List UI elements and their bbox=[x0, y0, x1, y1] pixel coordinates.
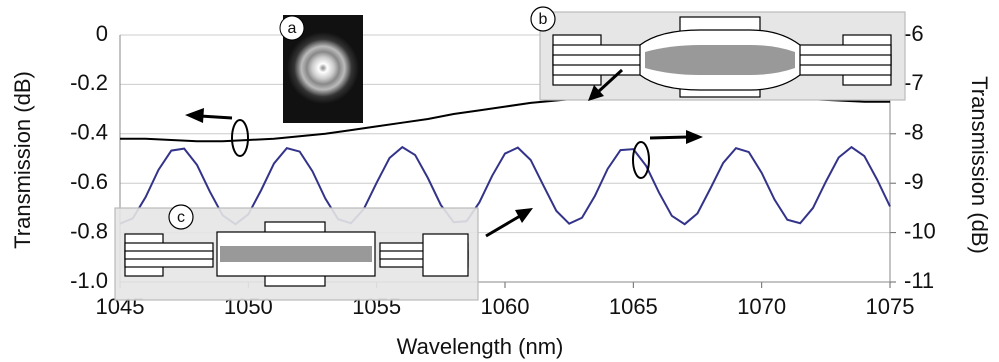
y-tick-label: 0 bbox=[96, 21, 108, 46]
y-tick-label: -1.0 bbox=[70, 268, 108, 293]
chart: 0-0.2-0.4-0.6-0.8-1.0-6-7-8-9-10-1110451… bbox=[0, 0, 999, 362]
y2-tick-label: -8 bbox=[904, 120, 924, 145]
y-tick-label: -0.6 bbox=[70, 169, 108, 194]
y-tick-label: -0.4 bbox=[70, 120, 108, 145]
y2-tick-label: -10 bbox=[904, 218, 936, 243]
y2-axis-label: Transmission (dB) bbox=[967, 76, 992, 254]
x-tick-label: 1060 bbox=[481, 294, 530, 319]
y2-tick-label: -11 bbox=[904, 268, 934, 293]
inset-c bbox=[115, 205, 478, 300]
page: 0-0.2-0.4-0.6-0.8-1.0-6-7-8-9-10-1110451… bbox=[0, 0, 999, 362]
y-tick-label: -0.2 bbox=[70, 70, 108, 95]
y2-tick-label: -9 bbox=[904, 169, 924, 194]
annotation: b bbox=[539, 11, 548, 28]
y-tick-label: -0.8 bbox=[70, 218, 108, 243]
y-axis-label: Transmission (dB) bbox=[10, 71, 35, 249]
annotation: c bbox=[177, 209, 185, 226]
inset-b bbox=[531, 7, 905, 100]
x-tick-label: 1070 bbox=[737, 294, 786, 319]
y2-tick-label: -7 bbox=[904, 70, 924, 95]
x-axis-label: Wavelength (nm) bbox=[397, 334, 564, 359]
x-tick-label: 1075 bbox=[866, 294, 915, 319]
annotation: a bbox=[288, 20, 297, 37]
x-tick-label: 1065 bbox=[609, 294, 658, 319]
y2-tick-label: -6 bbox=[904, 21, 924, 46]
